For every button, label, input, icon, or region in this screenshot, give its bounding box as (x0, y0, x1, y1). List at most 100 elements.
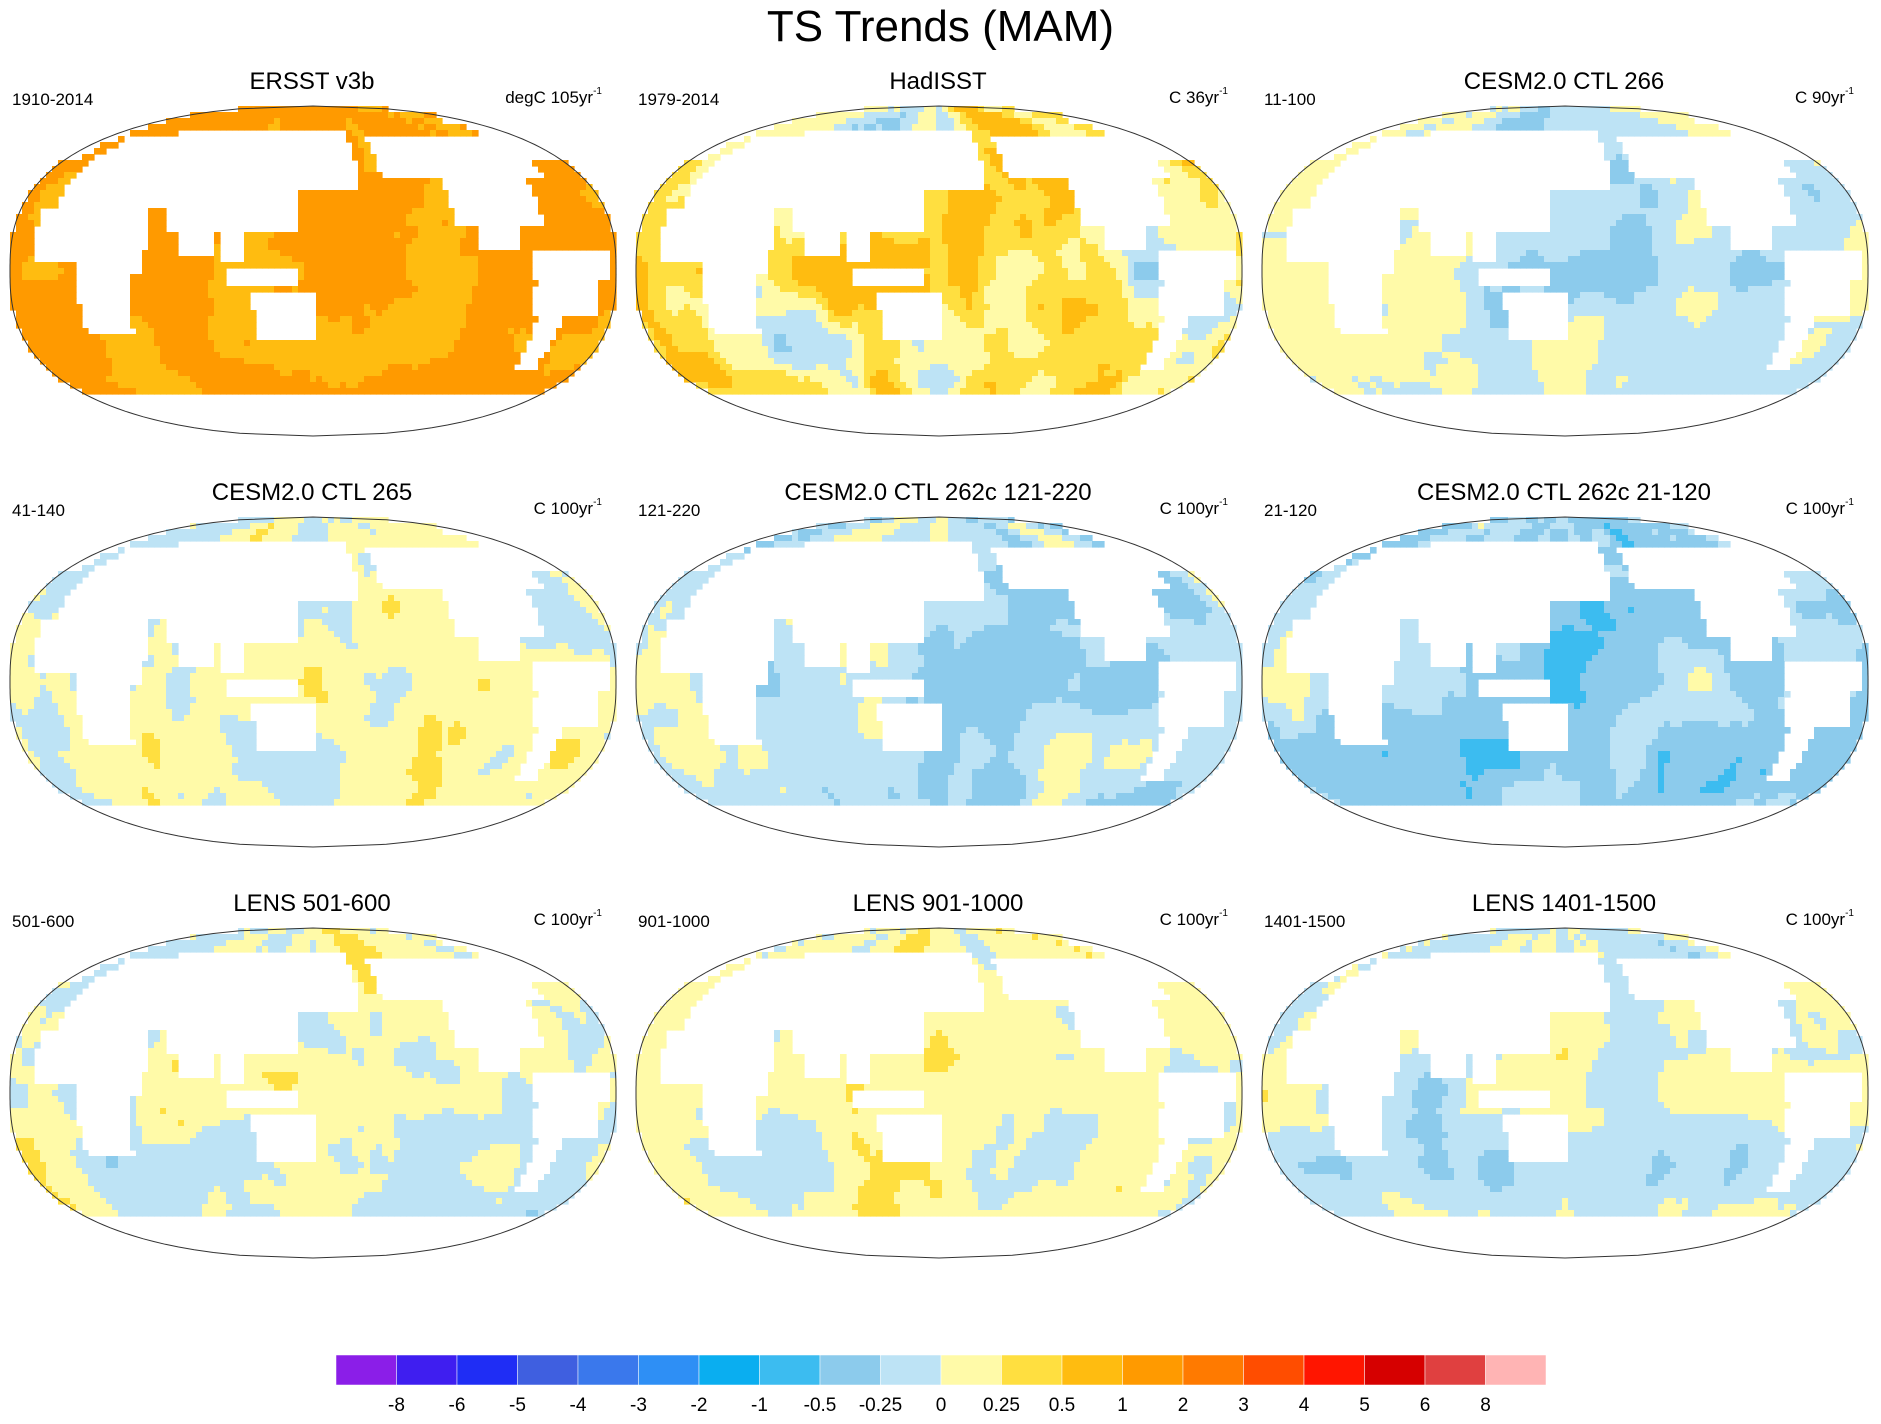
trend-cell (834, 280, 841, 287)
trend-cell (960, 304, 967, 311)
trend-cell (1104, 346, 1111, 353)
trend-cell (388, 322, 395, 329)
trend-cell (654, 328, 661, 335)
trend-cell (406, 244, 413, 251)
trend-cell (1026, 286, 1033, 293)
trend-cell (16, 286, 23, 293)
trend-cell (382, 268, 389, 275)
trend-cell (1038, 124, 1045, 131)
trend-cell (388, 364, 395, 371)
panel-units-text: C 36yr (1169, 88, 1219, 107)
trend-cell (448, 334, 455, 341)
trend-cell (966, 274, 973, 281)
panel-units: degC 105yr-1 (505, 86, 602, 108)
trend-cell (340, 328, 347, 335)
trend-cell (436, 250, 443, 257)
trend-cell (696, 340, 703, 347)
trend-cell (768, 322, 775, 329)
trend-cell (972, 328, 979, 335)
trend-cell (888, 106, 895, 113)
trend-cell (990, 160, 997, 167)
trend-cell (286, 382, 293, 389)
trend-cell (870, 340, 877, 347)
trend-cell (1068, 196, 1075, 203)
trend-cell (388, 304, 395, 311)
trend-cell (1134, 274, 1141, 281)
trend-cell (684, 322, 691, 329)
trend-cell (912, 358, 919, 365)
trend-cell (696, 334, 703, 341)
trend-cell (684, 262, 691, 269)
trend-cell (88, 352, 95, 359)
trend-cell (1080, 286, 1087, 293)
trend-cell (864, 304, 871, 311)
trend-cell (1134, 322, 1141, 329)
trend-cell (472, 370, 479, 377)
trend-cell (370, 340, 377, 347)
trend-cell (160, 388, 167, 395)
trend-cell (412, 316, 419, 323)
trend-cell (756, 346, 763, 353)
trend-cell (10, 280, 17, 287)
trend-cell (1128, 280, 1135, 287)
trend-cell (1032, 268, 1039, 275)
trend-cell (568, 172, 575, 179)
trend-cell (1194, 232, 1201, 239)
trend-cell (382, 220, 389, 227)
trend-cell (822, 124, 829, 131)
trend-cell (406, 256, 413, 263)
trend-cell (394, 112, 401, 119)
trend-cell (960, 190, 967, 197)
trend-cell (292, 370, 299, 377)
trend-cell (520, 334, 527, 341)
trend-cell (738, 340, 745, 347)
trend-cell (1146, 298, 1153, 305)
trend-cell (148, 370, 155, 377)
trend-cell (960, 232, 967, 239)
trend-cell (430, 334, 437, 341)
trend-cell (930, 286, 937, 293)
trend-cell (978, 190, 985, 197)
trend-cell (142, 250, 149, 257)
trend-cell (816, 340, 823, 347)
trend-cell (304, 340, 311, 347)
trend-cell (226, 346, 233, 353)
trend-cell (172, 328, 179, 335)
trend-cell (1194, 202, 1201, 209)
trend-cell (702, 316, 709, 323)
trend-cell (1038, 292, 1045, 299)
trend-cell (370, 364, 377, 371)
trend-cell (978, 286, 985, 293)
trend-cell (1026, 238, 1033, 245)
trend-cell (214, 244, 221, 251)
trend-cell (298, 190, 305, 197)
trend-cell (1200, 220, 1207, 227)
trend-cell (1074, 226, 1081, 233)
trend-cell (382, 256, 389, 263)
trend-cell (984, 244, 991, 251)
trend-cell (996, 124, 1003, 131)
trend-cell (76, 304, 83, 311)
trend-cell (34, 340, 41, 347)
trend-cell (786, 316, 793, 323)
trend-cell (322, 274, 329, 281)
trend-cell (538, 166, 545, 173)
trend-cell (322, 316, 329, 323)
trend-cell (538, 238, 545, 245)
trend-cell (978, 328, 985, 335)
trend-cell (520, 310, 527, 317)
trend-cell (436, 124, 443, 131)
trend-cell (238, 328, 245, 335)
trend-cell (316, 388, 323, 395)
trend-cell (352, 130, 359, 137)
trend-cell (52, 178, 59, 185)
trend-cell (966, 118, 973, 125)
trend-cell (274, 244, 281, 251)
trend-cell (508, 376, 515, 383)
trend-cell (502, 274, 509, 281)
trend-cell (448, 274, 455, 281)
trend-cell (906, 106, 913, 113)
trend-cell (40, 334, 47, 341)
trend-cell (28, 202, 35, 209)
trend-cell (1206, 178, 1213, 185)
